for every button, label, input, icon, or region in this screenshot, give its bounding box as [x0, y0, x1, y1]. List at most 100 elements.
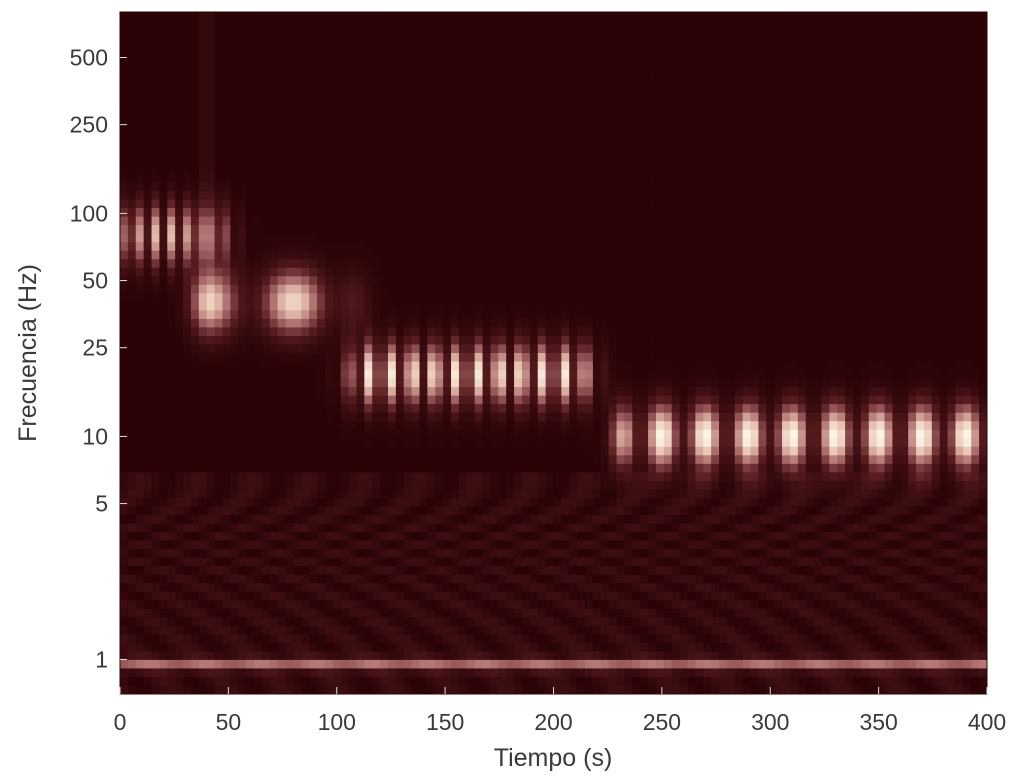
heatmap-cell: [222, 88, 231, 98]
heatmap-cell: [387, 20, 397, 30]
heatmap-cell: [261, 318, 271, 329]
heatmap-cell: [427, 233, 436, 243]
heatmap-cell: [324, 378, 334, 388]
heatmap-cell: [364, 301, 373, 311]
heatmap-cell: [332, 293, 342, 303]
heatmap-cell: [151, 71, 161, 81]
heatmap-cell: [585, 514, 594, 525]
heatmap-cell: [537, 335, 547, 346]
heatmap-cell: [238, 156, 247, 167]
heatmap-cell: [190, 361, 200, 371]
heatmap-cell: [198, 676, 208, 687]
heatmap-cell: [120, 80, 129, 90]
heatmap-cell: [238, 233, 247, 243]
heatmap-cell: [175, 378, 184, 388]
heatmap-cell: [159, 156, 168, 167]
heatmap-cell: [435, 651, 444, 661]
heatmap-cell: [585, 88, 594, 98]
heatmap-cell: [301, 455, 310, 465]
heatmap-cell: [324, 88, 334, 98]
heatmap-cell: [545, 225, 555, 235]
heatmap-cell: [592, 114, 602, 124]
heatmap-cell: [159, 148, 168, 158]
heatmap-cell: [458, 370, 468, 380]
heatmap-cell: [529, 80, 539, 90]
heatmap-cell: [498, 412, 507, 422]
heatmap-cell: [183, 310, 192, 320]
heatmap-cell: [332, 361, 342, 371]
heatmap-cell: [135, 173, 145, 184]
heatmap-cell: [159, 378, 168, 388]
heatmap-cell: [285, 225, 294, 235]
heatmap-cell: [474, 591, 484, 601]
heatmap-cell: [498, 276, 507, 286]
heatmap-cell: [451, 506, 460, 516]
heatmap-cell: [380, 387, 389, 397]
heatmap-cell: [521, 574, 531, 584]
heatmap-cell: [332, 370, 342, 380]
heatmap-cell: [340, 88, 350, 98]
heatmap-cell: [498, 182, 507, 192]
heatmap-cell: [395, 455, 405, 465]
heatmap-cell: [529, 463, 539, 473]
heatmap-cell: [206, 514, 216, 525]
heatmap-cell: [608, 208, 618, 218]
heatmap-cell: [490, 634, 499, 644]
heatmap-cell: [490, 225, 499, 235]
heatmap-cell: [577, 455, 586, 465]
heatmap-cell: [411, 191, 421, 201]
heatmap-cell: [451, 276, 460, 286]
heatmap-cell: [474, 608, 484, 618]
heatmap-cell: [435, 199, 444, 209]
heatmap-cell: [380, 199, 389, 209]
heatmap-cell: [340, 105, 350, 115]
heatmap-cell: [529, 514, 539, 525]
heatmap-cell: [293, 583, 302, 593]
heatmap-cell: [458, 276, 468, 286]
heatmap-cell: [253, 361, 263, 371]
heatmap-cell: [230, 574, 239, 584]
heatmap-cell: [143, 549, 153, 559]
heatmap-cell: [387, 250, 397, 260]
heatmap-cell: [277, 80, 287, 90]
heatmap-cell: [403, 668, 413, 678]
heatmap-cell: [395, 139, 405, 150]
heatmap-cell: [498, 506, 507, 516]
heatmap-cell: [600, 71, 610, 81]
heatmap-cell: [585, 659, 594, 670]
heatmap-cell: [206, 318, 216, 329]
heatmap-cell: [380, 421, 389, 431]
heatmap-cell: [246, 514, 255, 525]
heatmap-cell: [230, 566, 239, 576]
heatmap-cell: [529, 344, 539, 354]
heatmap-cell: [411, 446, 421, 456]
heatmap-cell: [608, 37, 618, 47]
heatmap-cell: [135, 600, 145, 610]
heatmap-cell: [309, 225, 318, 235]
heatmap-cell: [521, 387, 531, 397]
heatmap-cell: [183, 318, 192, 329]
heatmap-cell: [569, 344, 578, 354]
heatmap-cell: [419, 514, 428, 525]
heatmap-cell: [214, 404, 224, 414]
heatmap-cell: [143, 54, 153, 64]
heatmap-cell: [545, 617, 555, 627]
heatmap-cell: [600, 122, 610, 132]
heatmap-cell: [608, 318, 618, 329]
heatmap-cell: [419, 259, 428, 269]
heatmap-cell: [143, 659, 153, 670]
heatmap-cell: [214, 46, 224, 56]
heatmap-cell: [230, 353, 239, 363]
heatmap-cell: [206, 208, 216, 218]
heatmap-cell: [238, 472, 247, 482]
heatmap-cell: [529, 676, 539, 687]
heatmap-cell: [222, 284, 231, 294]
heatmap-cell: [198, 293, 208, 303]
heatmap-cell: [435, 80, 444, 90]
heatmap-cell: [269, 139, 279, 150]
heatmap-cell: [214, 80, 224, 90]
heatmap-cell: [561, 617, 570, 627]
heatmap-cell: [317, 63, 326, 73]
heatmap-cell: [514, 523, 523, 533]
heatmap-cell: [592, 625, 602, 635]
